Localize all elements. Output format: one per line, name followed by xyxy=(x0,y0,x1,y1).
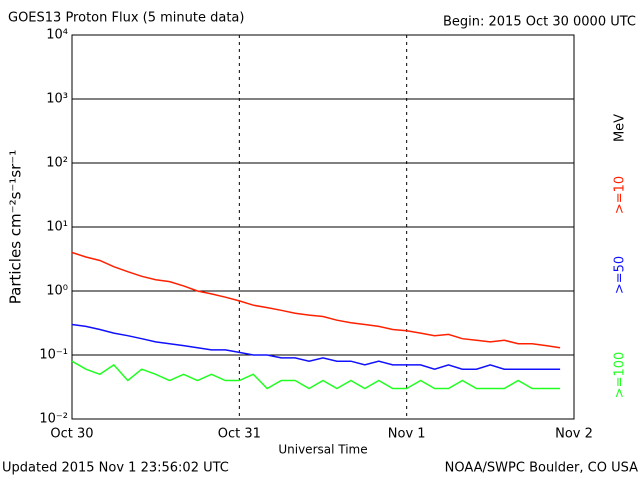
legend-entry: >=50 xyxy=(613,256,628,294)
x-tick-label: Nov 2 xyxy=(555,427,593,442)
legend-entry: >=100 xyxy=(613,352,628,399)
y-tick-label: 10⁻² xyxy=(39,412,68,427)
y-axis-label: Particles cm⁻²s⁻¹sr⁻¹ xyxy=(7,150,25,304)
footer-right: NOAA/SWPC Boulder, CO USA xyxy=(445,461,638,476)
x-axis-label: Universal Time xyxy=(278,443,367,457)
y-tick-label: 10⁰ xyxy=(46,284,68,299)
x-tick-label: Nov 1 xyxy=(388,427,426,442)
legend-unit: MeV xyxy=(613,114,628,142)
x-tick-label: Oct 31 xyxy=(218,427,261,442)
chart-title: GOES13 Proton Flux (5 minute data) xyxy=(8,11,244,26)
chart-subtitle: Begin: 2015 Oct 30 0000 UTC xyxy=(443,15,636,30)
y-tick-label: 10⁴ xyxy=(46,28,68,43)
x-tick-label: Oct 30 xyxy=(50,427,93,442)
y-tick-label: 10² xyxy=(46,156,68,171)
legend-entry: >=10 xyxy=(613,176,628,214)
footer-left: Updated 2015 Nov 1 23:56:02 UTC xyxy=(2,461,229,476)
y-tick-label: 10⁻¹ xyxy=(39,348,68,363)
series-line xyxy=(71,251,561,349)
series-line xyxy=(71,360,561,390)
series-line xyxy=(71,323,561,370)
y-tick-label: 10³ xyxy=(46,92,68,107)
y-tick-label: 10¹ xyxy=(46,220,68,235)
